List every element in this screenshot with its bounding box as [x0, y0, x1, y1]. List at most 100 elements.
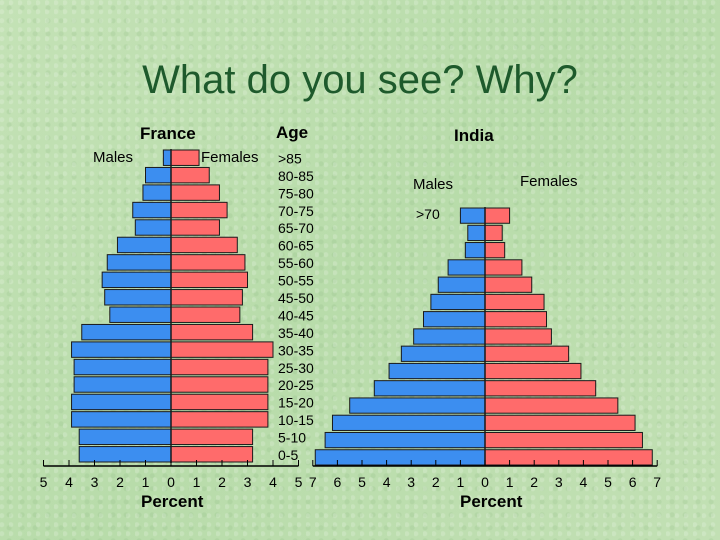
female-bar-5-10 — [484, 431, 643, 449]
france-bars — [71, 149, 274, 463]
x-tick-label: 2 — [218, 474, 226, 490]
male-bar-50-55 — [101, 271, 172, 289]
male-bar-35-40 — [413, 328, 486, 345]
india-age-labels: >70 — [416, 206, 440, 222]
x-tick-label: 5 — [40, 474, 48, 490]
male-bar-20-25 — [73, 376, 172, 393]
female-bar-70-75 — [170, 201, 228, 219]
female-bar-0-5 — [170, 446, 254, 463]
age-label: 30-35 — [278, 342, 314, 358]
x-tick-label: 7 — [653, 474, 661, 490]
female-bar-5-10 — [170, 428, 254, 446]
x-tick-label: 3 — [244, 474, 252, 490]
france-x-axis: 5 4 3 2 1 0 1 2 3 4 5 — [40, 460, 303, 490]
female-bar-20-25 — [484, 380, 597, 397]
x-tick-label: 2 — [432, 474, 440, 490]
slide-title: What do you see? Why? — [142, 58, 578, 102]
female-bar-15-20 — [170, 393, 269, 411]
x-tick-label: 4 — [269, 474, 277, 490]
male-bar-15-20 — [349, 397, 486, 414]
female-bar-25-30 — [484, 362, 582, 380]
male-bar-55-60 — [106, 254, 172, 271]
age-label: 45-50 — [278, 290, 314, 306]
female-bar-40-45 — [484, 311, 547, 328]
x-tick-label: 6 — [334, 474, 342, 490]
female-bar-50-55 — [170, 271, 248, 289]
male-bar-10-15 — [331, 414, 486, 431]
x-tick-label: 1 — [142, 474, 150, 490]
india-age-label-top: >70 — [416, 206, 440, 222]
x-tick-label: 7 — [309, 474, 317, 490]
age-label: 20-25 — [278, 377, 314, 393]
female-bar-45-50 — [484, 293, 545, 311]
male-bar-60-65 — [464, 242, 486, 259]
age-label: 60-65 — [278, 238, 314, 254]
india-females-label: Females — [520, 173, 578, 190]
male-bar-25-30 — [388, 362, 486, 380]
france-males-label: Males — [93, 149, 133, 166]
female-bar-75-80 — [170, 184, 220, 201]
age-label: 55-60 — [278, 255, 314, 271]
female-bar-15-20 — [484, 397, 619, 414]
age-label: 40-45 — [278, 307, 314, 323]
age-label: 0-5 — [278, 447, 298, 463]
male-bar-80-85 — [145, 166, 172, 184]
male-bar-35-40 — [81, 323, 172, 341]
male-bar-65-70 — [467, 224, 486, 242]
male-bar-20-25 — [373, 380, 486, 397]
male-bar-25-30 — [73, 358, 172, 376]
male-bar-30-35 — [400, 345, 486, 362]
france-chart-title: France — [140, 124, 196, 143]
age-label: 65-70 — [278, 220, 314, 236]
male-bar-75-80 — [142, 184, 172, 201]
female-bar-40-45 — [170, 306, 241, 323]
male-bar-40-45 — [109, 306, 172, 323]
female-bar-55-60 — [170, 254, 246, 271]
male-bar-0-5 — [314, 449, 486, 466]
x-tick-label: 5 — [604, 474, 612, 490]
female-bar-65-70 — [170, 219, 220, 236]
age-label: 50-55 — [278, 273, 314, 289]
female-bar-10-15 — [484, 414, 636, 431]
age-label: 15-20 — [278, 395, 314, 411]
male-bar-0-5 — [78, 446, 172, 463]
x-tick-label: 3 — [407, 474, 415, 490]
india-bars — [314, 207, 653, 466]
age-label: 25-30 — [278, 360, 314, 376]
x-tick-label: 0 — [481, 474, 489, 490]
female-bar-10-15 — [170, 411, 269, 428]
x-tick-label: 4 — [383, 474, 391, 490]
male-bar->85 — [162, 149, 172, 166]
female-bar-65-70 — [484, 224, 503, 242]
female-bar-60-65 — [484, 242, 506, 259]
x-tick-label: 1 — [506, 474, 514, 490]
x-tick-label: 3 — [91, 474, 99, 490]
female-bar-35-40 — [170, 323, 254, 341]
male-bar-5-10 — [78, 428, 172, 446]
x-tick-label: 6 — [629, 474, 637, 490]
female-bar-45-50 — [170, 289, 243, 306]
male-bar-45-50 — [104, 289, 172, 306]
x-tick-label: 0 — [167, 474, 175, 490]
x-tick-label: 2 — [116, 474, 124, 490]
female-bar-55-60 — [484, 259, 523, 276]
female-bar-50-55 — [484, 276, 533, 293]
age-label: >85 — [278, 150, 302, 166]
male-bar-40-45 — [423, 311, 486, 328]
male-bar-65-70 — [134, 219, 172, 236]
male-bar-55-60 — [447, 259, 486, 276]
female-bar-60-65 — [170, 236, 238, 254]
male-bar-30-35 — [71, 341, 172, 358]
x-tick-label: 4 — [65, 474, 73, 490]
x-tick-label: 1 — [457, 474, 465, 490]
male-bar-5-10 — [324, 431, 486, 449]
male-bar-15-20 — [71, 393, 172, 411]
x-tick-label: 2 — [530, 474, 538, 490]
male-bar->70 — [459, 207, 486, 224]
age-label: 35-40 — [278, 325, 314, 341]
female-bar-35-40 — [484, 328, 552, 345]
age-label: 75-80 — [278, 185, 314, 201]
france-females-label: Females — [201, 149, 259, 166]
